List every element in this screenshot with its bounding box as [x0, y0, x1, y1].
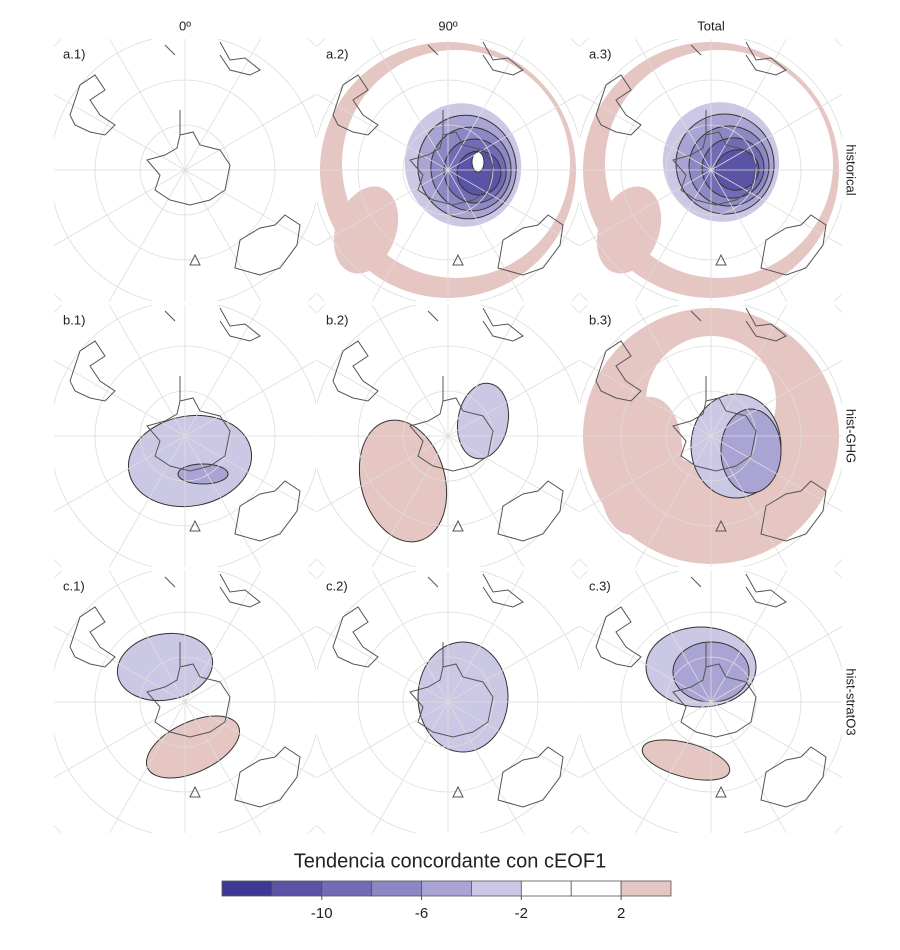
coastline: [332, 44, 439, 136]
map-panel: [317, 39, 579, 301]
panel-label: a.3): [589, 46, 611, 61]
meridian: [580, 93, 842, 247]
coastline: [146, 376, 231, 472]
meridian: [580, 359, 842, 513]
row-label: historical: [844, 144, 859, 195]
coastline: [715, 746, 827, 808]
coastline: [745, 573, 787, 608]
legend-swatch: [520, 880, 572, 897]
coastline: [482, 573, 524, 608]
panels: a.1) a.2) a.3) b.1) b.2) b.3) c.1) c.2) c.3) 0º 90…: [54, 18, 859, 833]
coastline: [715, 214, 827, 276]
coastline: [409, 642, 494, 738]
coastline: [482, 307, 524, 342]
map-panel: [54, 305, 316, 567]
coastline: [146, 110, 231, 206]
coastline: [219, 573, 261, 608]
coastline: [482, 41, 524, 76]
legend-swatch: [620, 880, 672, 897]
coastline: [332, 576, 439, 668]
legend-swatch: [471, 880, 522, 897]
column-title: 0º: [179, 18, 191, 33]
anomaly-region: [127, 414, 253, 508]
legend-swatch: [221, 880, 273, 897]
coastline: [332, 310, 439, 402]
row-label: hist-GHG: [844, 409, 859, 463]
coastline: [69, 576, 176, 668]
coastline: [409, 376, 494, 472]
legend-tick-label: 2: [617, 905, 625, 922]
coastline: [452, 480, 564, 542]
meridian: [54, 359, 316, 513]
coastline: [219, 41, 261, 76]
map-panel: [54, 571, 316, 833]
panel-label: b.2): [326, 312, 348, 327]
column-title: Total: [697, 18, 725, 33]
legend-tick-label: -2: [515, 905, 528, 922]
map-panel: [580, 305, 842, 567]
anomaly-region: [358, 419, 448, 543]
meridian: [54, 625, 316, 779]
map-panel: [580, 571, 842, 833]
panel-label: b.3): [589, 312, 611, 327]
coastline: [69, 310, 176, 402]
panel-label: c.3): [589, 578, 611, 593]
anomaly-region: [471, 151, 485, 173]
coastline: [452, 746, 564, 808]
coastline: [672, 376, 757, 472]
coastline: [672, 642, 757, 738]
coastline: [219, 307, 261, 342]
map-panel: [580, 39, 842, 301]
coastline: [595, 310, 702, 402]
coastline: [189, 480, 301, 542]
meridian: [317, 625, 579, 779]
coastline: [69, 44, 176, 136]
panel-label: a.2): [326, 46, 348, 61]
anomaly-region: [457, 382, 509, 460]
coastline: [715, 480, 827, 542]
coastline: [745, 307, 787, 342]
legend-swatch: [321, 880, 373, 897]
coastline: [595, 44, 702, 136]
legend-tick-label: -6: [415, 905, 428, 922]
coastline: [189, 214, 301, 276]
panel-label: c.1): [63, 578, 85, 593]
meridian: [317, 359, 579, 513]
coastline: [409, 110, 494, 206]
map-panel: [317, 305, 579, 567]
coastline: [146, 642, 231, 738]
anomaly-region: [641, 739, 731, 781]
coastline: [595, 576, 702, 668]
coastline: [452, 214, 564, 276]
legend-tick-label: -10: [311, 905, 333, 922]
legend-swatch: [421, 880, 472, 897]
map-panel: [317, 571, 579, 833]
coastline: [745, 41, 787, 76]
meridian: [54, 93, 316, 247]
anomaly-region: [720, 408, 782, 494]
panel-label: a.1): [63, 46, 85, 61]
legend: -10 -6 -2 2: [221, 880, 672, 922]
legend-swatch: [570, 880, 622, 897]
column-title: 90º: [438, 18, 457, 33]
legend-swatch: [271, 880, 323, 897]
coastline: [672, 110, 757, 206]
anomaly-region: [417, 641, 509, 753]
legend-swatch: [371, 880, 422, 897]
coastline: [189, 746, 301, 808]
legend-title: Tendencia concordante con cEOF1: [294, 850, 606, 872]
anomaly-region: [456, 150, 502, 196]
panel-label: b.1): [63, 312, 85, 327]
row-label: hist-stratO3: [844, 668, 859, 735]
meridian: [580, 625, 842, 779]
panel-label: c.2): [326, 578, 348, 593]
meridian: [317, 93, 579, 247]
map-panel: [54, 39, 316, 301]
anomaly-region: [599, 396, 683, 536]
